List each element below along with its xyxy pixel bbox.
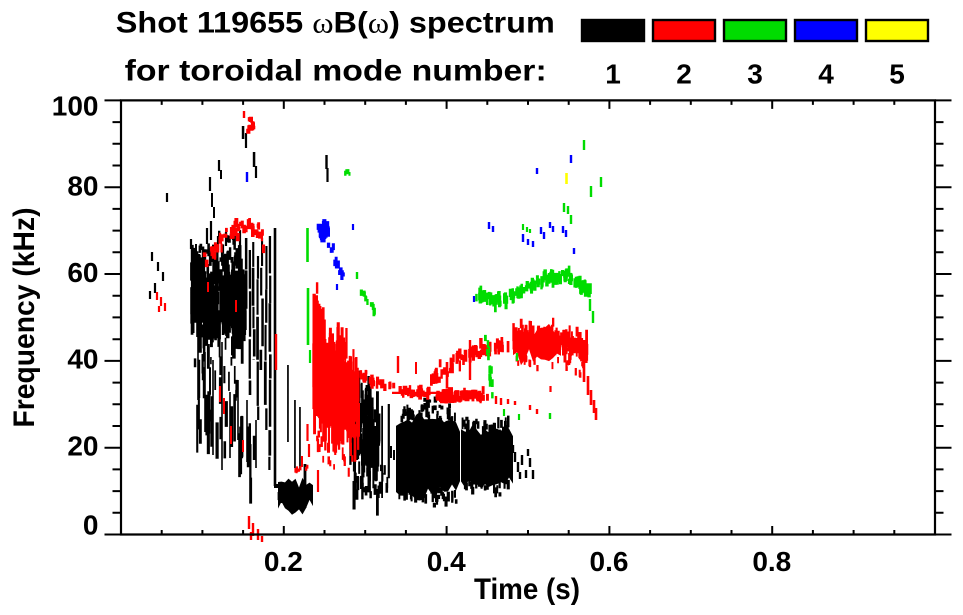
- svg-text:for toroidal mode number:: for toroidal mode number:: [125, 55, 547, 88]
- svg-text:4: 4: [818, 59, 834, 90]
- svg-text:20: 20: [67, 431, 98, 462]
- svg-text:5: 5: [889, 59, 905, 90]
- svg-text:Shot 119655 ωB(ω) spectrum: Shot 119655 ωB(ω) spectrum: [116, 6, 555, 39]
- svg-text:100: 100: [52, 90, 99, 121]
- svg-text:0.8: 0.8: [752, 546, 791, 577]
- svg-text:2: 2: [676, 59, 692, 90]
- svg-text:60: 60: [67, 257, 98, 288]
- svg-text:0.6: 0.6: [590, 546, 629, 577]
- svg-text:0.4: 0.4: [427, 546, 466, 577]
- svg-text:Time (s): Time (s): [474, 573, 580, 606]
- svg-text:3: 3: [747, 59, 763, 90]
- svg-text:Frequency (kHz): Frequency (kHz): [8, 208, 41, 428]
- svg-text:40: 40: [67, 344, 98, 375]
- svg-text:0.2: 0.2: [264, 546, 303, 577]
- svg-text:80: 80: [67, 170, 98, 201]
- svg-text:1: 1: [605, 59, 621, 90]
- svg-text:0: 0: [83, 509, 99, 540]
